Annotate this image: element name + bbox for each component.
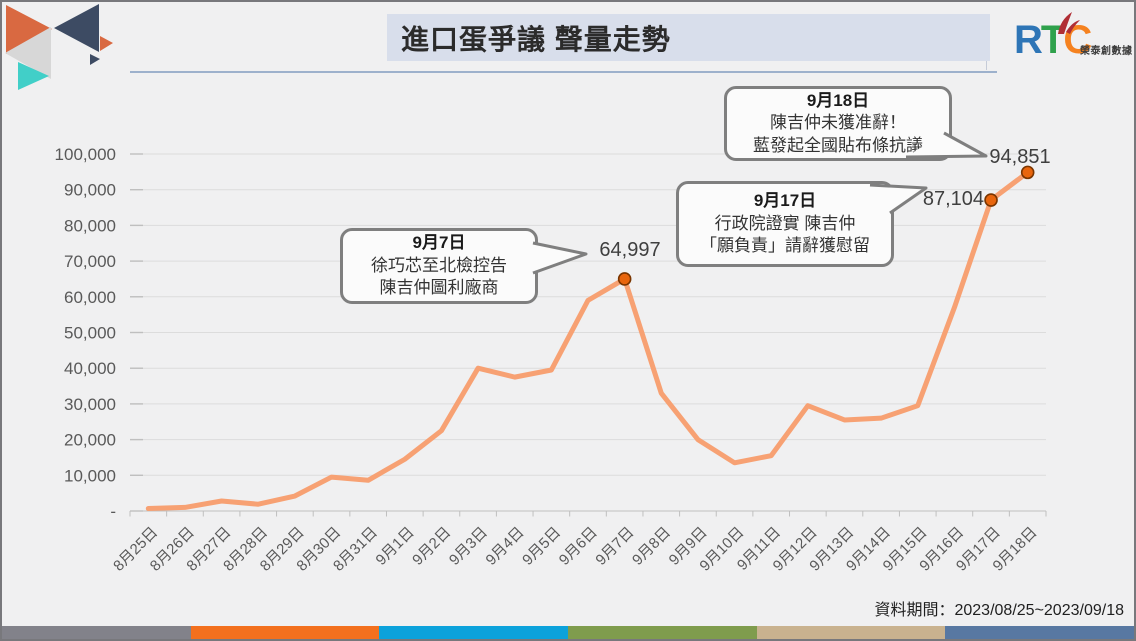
title-underline	[130, 71, 997, 73]
title-banner: 進口蛋爭議 聲量走勢	[387, 14, 990, 61]
svg-text:9月5日: 9月5日	[519, 524, 564, 569]
stripe	[568, 626, 757, 639]
callout-sep18: 9月18日 陳吉仲未獲准辭！ 藍發起全國貼布條抗議	[724, 86, 952, 161]
callout-line: 「願負責」請辭獲慰留	[700, 236, 870, 256]
rtc-logo: RTC 榮泰創數據	[1000, 12, 1134, 66]
svg-text:9月3日: 9月3日	[446, 524, 491, 569]
callout-line: 陳吉仲未獲准辭！	[770, 113, 906, 133]
rtc-brand-name: 榮泰創數據	[1080, 46, 1133, 57]
data-label-sep17: 87,104	[922, 188, 984, 210]
svg-text:9月8日: 9月8日	[629, 524, 674, 569]
rtc-letter-c: C	[1063, 18, 1092, 62]
brand-triangles-icon	[5, 4, 113, 90]
callout-sep17: 9月17日 行政院證實 陳吉仲 「願負責」請辭獲慰留	[676, 181, 894, 267]
svg-text:9月4日: 9月4日	[483, 524, 528, 569]
page-title: 進口蛋爭議 聲量走勢	[401, 23, 671, 55]
svg-text:70,000: 70,000	[64, 252, 116, 271]
rtc-flame-icon	[1058, 12, 1080, 34]
callout-title: 9月7日	[412, 233, 466, 253]
bottom-stripes	[2, 626, 1134, 639]
stripe	[756, 626, 946, 639]
svg-text:100,000: 100,000	[55, 145, 116, 164]
callout-line: 徐巧芯至北檢控告	[371, 255, 507, 275]
callout-line: 行政院證實 陳吉仲	[714, 213, 856, 233]
svg-text:90,000: 90,000	[64, 181, 116, 200]
svg-text:9月7日: 9月7日	[592, 524, 637, 569]
stripe	[379, 626, 569, 639]
svg-text:50,000: 50,000	[64, 324, 116, 343]
svg-text:-: -	[110, 502, 116, 521]
svg-text:9月2日: 9月2日	[409, 524, 454, 569]
svg-text:10,000: 10,000	[64, 466, 116, 485]
callout-sep7: 9月7日 徐巧芯至北檢控告 陳吉仲圖利廠商	[340, 228, 538, 304]
callout-title: 9月17日	[753, 191, 817, 211]
svg-text:30,000: 30,000	[64, 395, 116, 414]
callout-title: 9月18日	[806, 90, 870, 110]
rtc-letter-r: R	[1014, 18, 1043, 62]
svg-text:20,000: 20,000	[64, 431, 116, 450]
data-label-sep18: 94,851	[989, 146, 1051, 168]
stripe	[2, 626, 191, 639]
svg-text:60,000: 60,000	[64, 288, 116, 307]
data-label-sep7: 64,997	[599, 239, 661, 261]
footer-daterange: 資料期間：2023/08/25~2023/09/18	[874, 602, 1124, 619]
svg-text:40,000: 40,000	[64, 359, 116, 378]
svg-text:9月1日: 9月1日	[373, 524, 418, 569]
stripe	[190, 626, 380, 639]
callout-line: 陳吉仲圖利廠商	[379, 278, 499, 298]
callout-line: 藍發起全國貼布條抗議	[753, 135, 923, 155]
stripe	[945, 626, 1134, 639]
svg-text:80,000: 80,000	[64, 216, 116, 235]
svg-text:9月6日: 9月6日	[556, 524, 601, 569]
